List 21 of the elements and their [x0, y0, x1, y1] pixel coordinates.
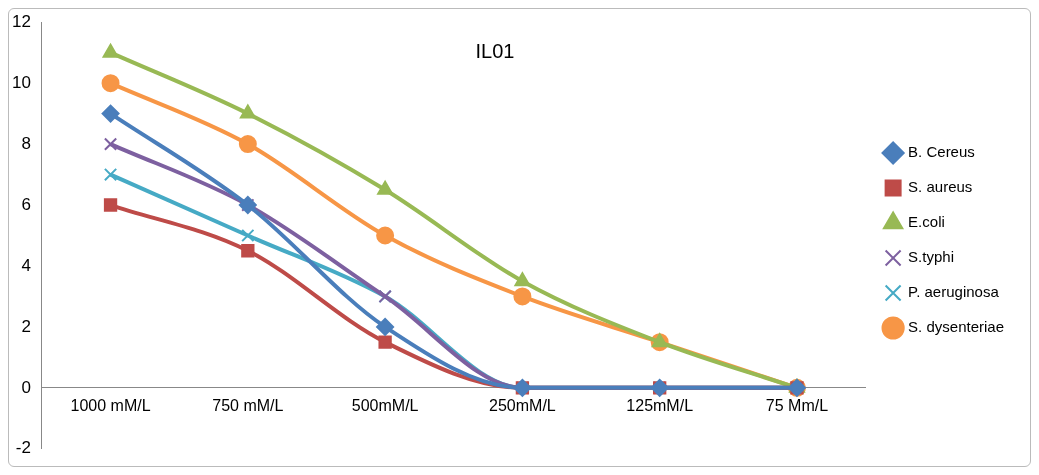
legend-label: B. Cereus: [908, 143, 975, 161]
legend-label: S.typhi: [908, 248, 954, 266]
y-tick-label: 8: [21, 133, 31, 153]
legend-label: P. aeruginosa: [908, 283, 1000, 301]
y-tick-label: 4: [21, 255, 31, 275]
y-tick-label: 2: [21, 316, 31, 336]
y-tick-label: 10: [11, 72, 31, 92]
x-tick-label: 125mM/L: [626, 396, 694, 414]
text: IL01: [475, 39, 515, 62]
x-tick-label: 250mM/L: [489, 396, 556, 414]
y-tick-label: 12: [11, 11, 31, 31]
legend-label: S. aureus: [908, 178, 973, 196]
y-tick-label: 6: [21, 194, 31, 214]
x-tick-label: 500mM/L: [351, 396, 419, 414]
y-tick-label: -2: [15, 438, 31, 458]
x-tick-label: 75 Mm/L: [765, 396, 829, 414]
x-tick-label: 1000 mM/L: [70, 396, 151, 414]
legend-label: S. dysenteriae: [908, 318, 1004, 336]
x-tick-label: 750 mM/L: [212, 396, 284, 414]
y-tick-label: 0: [21, 377, 31, 397]
legend-label: E.coli: [908, 213, 945, 231]
